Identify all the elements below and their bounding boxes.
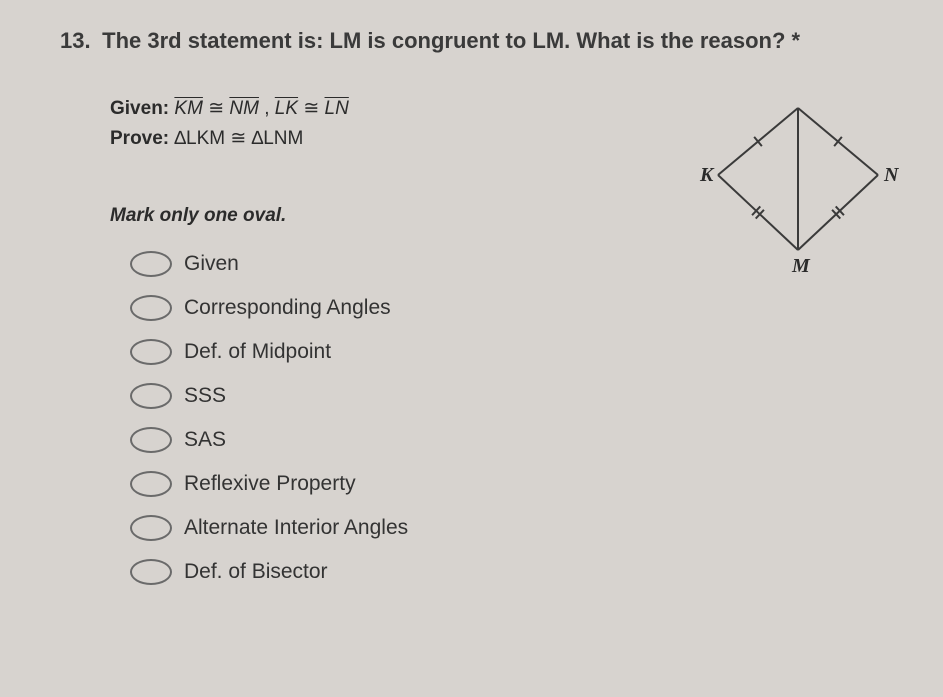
seg-nm: NM [229, 98, 259, 119]
option-label: Alternate Interior Angles [184, 516, 408, 540]
triangle-1: ∆LKM [174, 128, 225, 149]
option-sas[interactable]: SAS [130, 427, 903, 453]
oval-icon[interactable] [130, 427, 172, 453]
option-label: Corresponding Angles [184, 296, 391, 320]
option-reflexive-property[interactable]: Reflexive Property [130, 471, 903, 497]
prove-label: Prove: [110, 128, 169, 149]
oval-icon[interactable] [130, 383, 172, 409]
triangle-2: ∆LNM [252, 128, 304, 149]
oval-icon[interactable] [130, 251, 172, 277]
diagram-svg: K N M [693, 90, 903, 290]
option-label: SAS [184, 428, 226, 452]
option-def-bisector[interactable]: Def. of Bisector [130, 559, 903, 585]
option-label: Reflexive Property [184, 472, 356, 496]
options-list: Given Corresponding Angles Def. of Midpo… [130, 251, 903, 585]
question-number: 13. [60, 28, 96, 54]
oval-icon[interactable] [130, 515, 172, 541]
oval-icon[interactable] [130, 339, 172, 365]
option-corresponding-angles[interactable]: Corresponding Angles [130, 295, 903, 321]
diagram-shape: K N M [699, 108, 900, 277]
cong-3: ≅ [230, 128, 246, 149]
option-alternate-interior-angles[interactable]: Alternate Interior Angles [130, 515, 903, 541]
oval-icon[interactable] [130, 559, 172, 585]
option-label: SSS [184, 384, 226, 408]
option-label: Def. of Bisector [184, 560, 328, 584]
svg-text:K: K [699, 164, 715, 186]
oval-icon[interactable] [130, 295, 172, 321]
option-def-midpoint[interactable]: Def. of Midpoint [130, 339, 903, 365]
seg-km: KM [174, 98, 203, 119]
cong-2: ≅ [303, 98, 319, 119]
comma: , [264, 98, 269, 119]
page: 13. The 3rd statement is: LM is congruen… [0, 0, 943, 697]
option-label: Given [184, 252, 239, 276]
given-label: Given: [110, 98, 169, 119]
question-header: 13. The 3rd statement is: LM is congruen… [60, 28, 903, 54]
seg-lk: LK [275, 98, 298, 119]
seg-ln: LN [325, 98, 349, 119]
kite-diagram: K N M [693, 90, 903, 290]
option-label: Def. of Midpoint [184, 340, 331, 364]
option-sss[interactable]: SSS [130, 383, 903, 409]
svg-text:M: M [791, 255, 811, 277]
oval-icon[interactable] [130, 471, 172, 497]
cong-1: ≅ [208, 98, 224, 119]
svg-text:N: N [883, 164, 900, 186]
question-text: The 3rd statement is: LM is congruent to… [102, 28, 800, 53]
